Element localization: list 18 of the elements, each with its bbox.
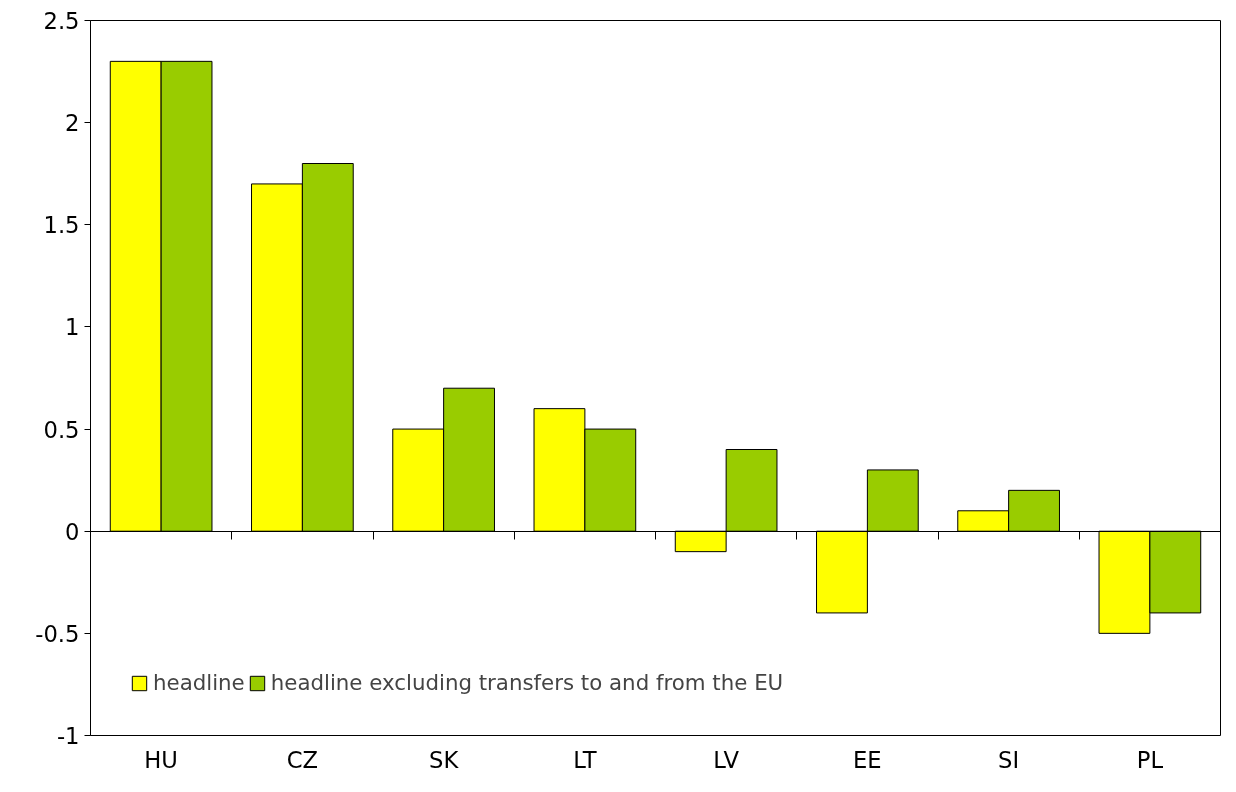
x-tick-label: HU <box>144 746 178 773</box>
y-tick-label: 2.5 <box>43 8 80 34</box>
y-tick-label: -0.5 <box>35 620 80 647</box>
y-tick-label: 1.5 <box>43 212 80 239</box>
x-tick-label: SI <box>998 746 1020 773</box>
y-tick-label: -1 <box>56 723 80 749</box>
x-tick-label: LT <box>573 746 597 773</box>
y-tick-label: 1 <box>65 314 80 341</box>
y-tick-label: 2 <box>65 110 80 137</box>
x-tick-label: CZ <box>286 746 319 773</box>
legend-label: headline excluding transfers to and from the EU <box>270 670 784 695</box>
x-tick-label: EE <box>853 746 882 773</box>
y-tick-label: 0 <box>65 518 80 545</box>
legend-label: headline <box>153 670 245 695</box>
x-tick-label: SK <box>429 746 460 773</box>
x-tick-label: PL <box>1136 746 1164 773</box>
x-tick-label: LV <box>713 746 740 773</box>
y-tick-label: 0.5 <box>43 416 80 443</box>
